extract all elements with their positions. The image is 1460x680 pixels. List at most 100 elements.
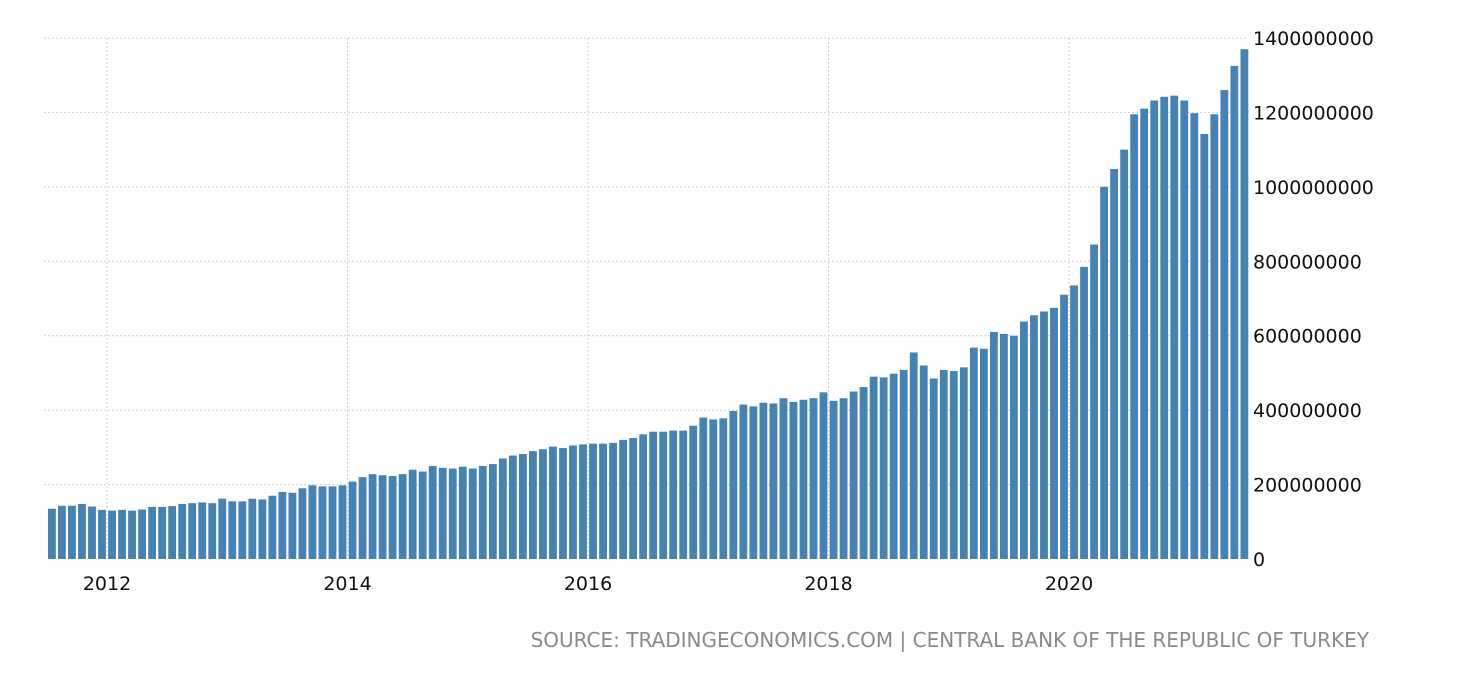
bar	[859, 387, 868, 559]
bar	[779, 398, 788, 559]
bar	[709, 419, 718, 559]
bar	[58, 505, 66, 559]
bar	[1130, 114, 1139, 560]
bar	[729, 410, 738, 559]
y-tick-label: 1400000000	[1253, 28, 1374, 50]
bar	[258, 499, 267, 559]
source-caption: SOURCE: TRADINGECONOMICS.COM | CENTRAL B…	[530, 628, 1369, 652]
bar-series	[48, 49, 1249, 560]
bar	[599, 443, 607, 559]
bar	[949, 371, 958, 559]
bar	[1040, 311, 1048, 559]
bar	[1020, 321, 1028, 559]
bar	[899, 369, 908, 559]
bar	[1060, 294, 1068, 559]
bar	[308, 485, 317, 559]
bar	[1200, 134, 1209, 559]
bar	[1050, 307, 1058, 559]
bar	[619, 439, 628, 559]
bar	[1170, 95, 1179, 560]
bar	[208, 503, 217, 559]
bar	[448, 468, 457, 559]
bar	[969, 347, 978, 559]
bar	[1180, 100, 1189, 560]
bar	[438, 467, 447, 559]
bar	[579, 444, 587, 559]
y-tick-label: 1000000000	[1253, 177, 1374, 199]
bar	[989, 331, 998, 559]
bar	[529, 451, 537, 559]
bar	[699, 417, 708, 559]
bar	[869, 376, 878, 559]
bar	[108, 510, 116, 559]
bar	[769, 403, 778, 559]
bar	[408, 469, 417, 559]
bar	[849, 391, 858, 559]
bar	[739, 404, 748, 559]
bar	[368, 474, 377, 559]
bar	[158, 506, 167, 559]
bar	[428, 465, 437, 559]
bar	[78, 503, 86, 559]
bar	[418, 471, 427, 559]
bar	[549, 446, 557, 559]
bar	[589, 443, 597, 559]
bar	[148, 506, 157, 559]
bar	[288, 492, 297, 559]
bar	[789, 401, 798, 559]
bar	[929, 378, 938, 559]
bar	[889, 373, 898, 559]
bar	[1120, 149, 1129, 559]
bar	[659, 431, 668, 559]
bar	[278, 492, 287, 559]
bar	[88, 506, 96, 559]
bar	[468, 468, 477, 559]
bar	[569, 445, 577, 559]
bar	[238, 501, 247, 559]
y-tick-label: 800000000	[1253, 251, 1362, 273]
bar	[609, 442, 617, 559]
y-tick-label: 600000000	[1253, 326, 1362, 348]
bar	[328, 486, 337, 559]
x-tick-label: 2018	[804, 573, 852, 595]
bar	[508, 455, 517, 559]
x-tick-label: 2020	[1045, 573, 1093, 595]
bar	[749, 406, 758, 559]
bar	[1230, 65, 1239, 560]
bar	[829, 400, 838, 559]
bar	[1090, 244, 1098, 559]
bar	[1110, 168, 1119, 559]
bar	[318, 486, 327, 559]
bar	[168, 506, 177, 559]
bar	[839, 398, 848, 559]
bar	[909, 352, 918, 559]
bar	[358, 477, 367, 559]
bar	[1030, 315, 1038, 559]
bar	[799, 399, 808, 559]
bar	[809, 398, 818, 559]
bar	[68, 505, 76, 559]
bar	[1160, 96, 1169, 559]
x-tick-label: 2012	[83, 573, 131, 595]
bar	[98, 509, 106, 559]
y-tick-label: 0	[1253, 549, 1265, 571]
bar	[639, 434, 648, 559]
bar	[959, 367, 968, 559]
bar	[118, 509, 126, 559]
bar	[198, 502, 207, 559]
bar	[649, 431, 658, 559]
bar	[629, 438, 638, 559]
bar	[919, 365, 928, 559]
bar	[1240, 49, 1249, 560]
x-axis-tick-labels: 2012 2014 2016 2018 2020	[83, 573, 1093, 595]
bar	[498, 458, 507, 559]
bar	[1100, 186, 1109, 559]
bar	[1140, 108, 1149, 559]
y-tick-label: 200000000	[1253, 475, 1362, 497]
bar	[759, 402, 768, 559]
bar	[1190, 113, 1199, 560]
bar	[939, 369, 948, 559]
bar	[1220, 90, 1229, 559]
bar	[348, 481, 357, 559]
bar	[1080, 266, 1088, 559]
